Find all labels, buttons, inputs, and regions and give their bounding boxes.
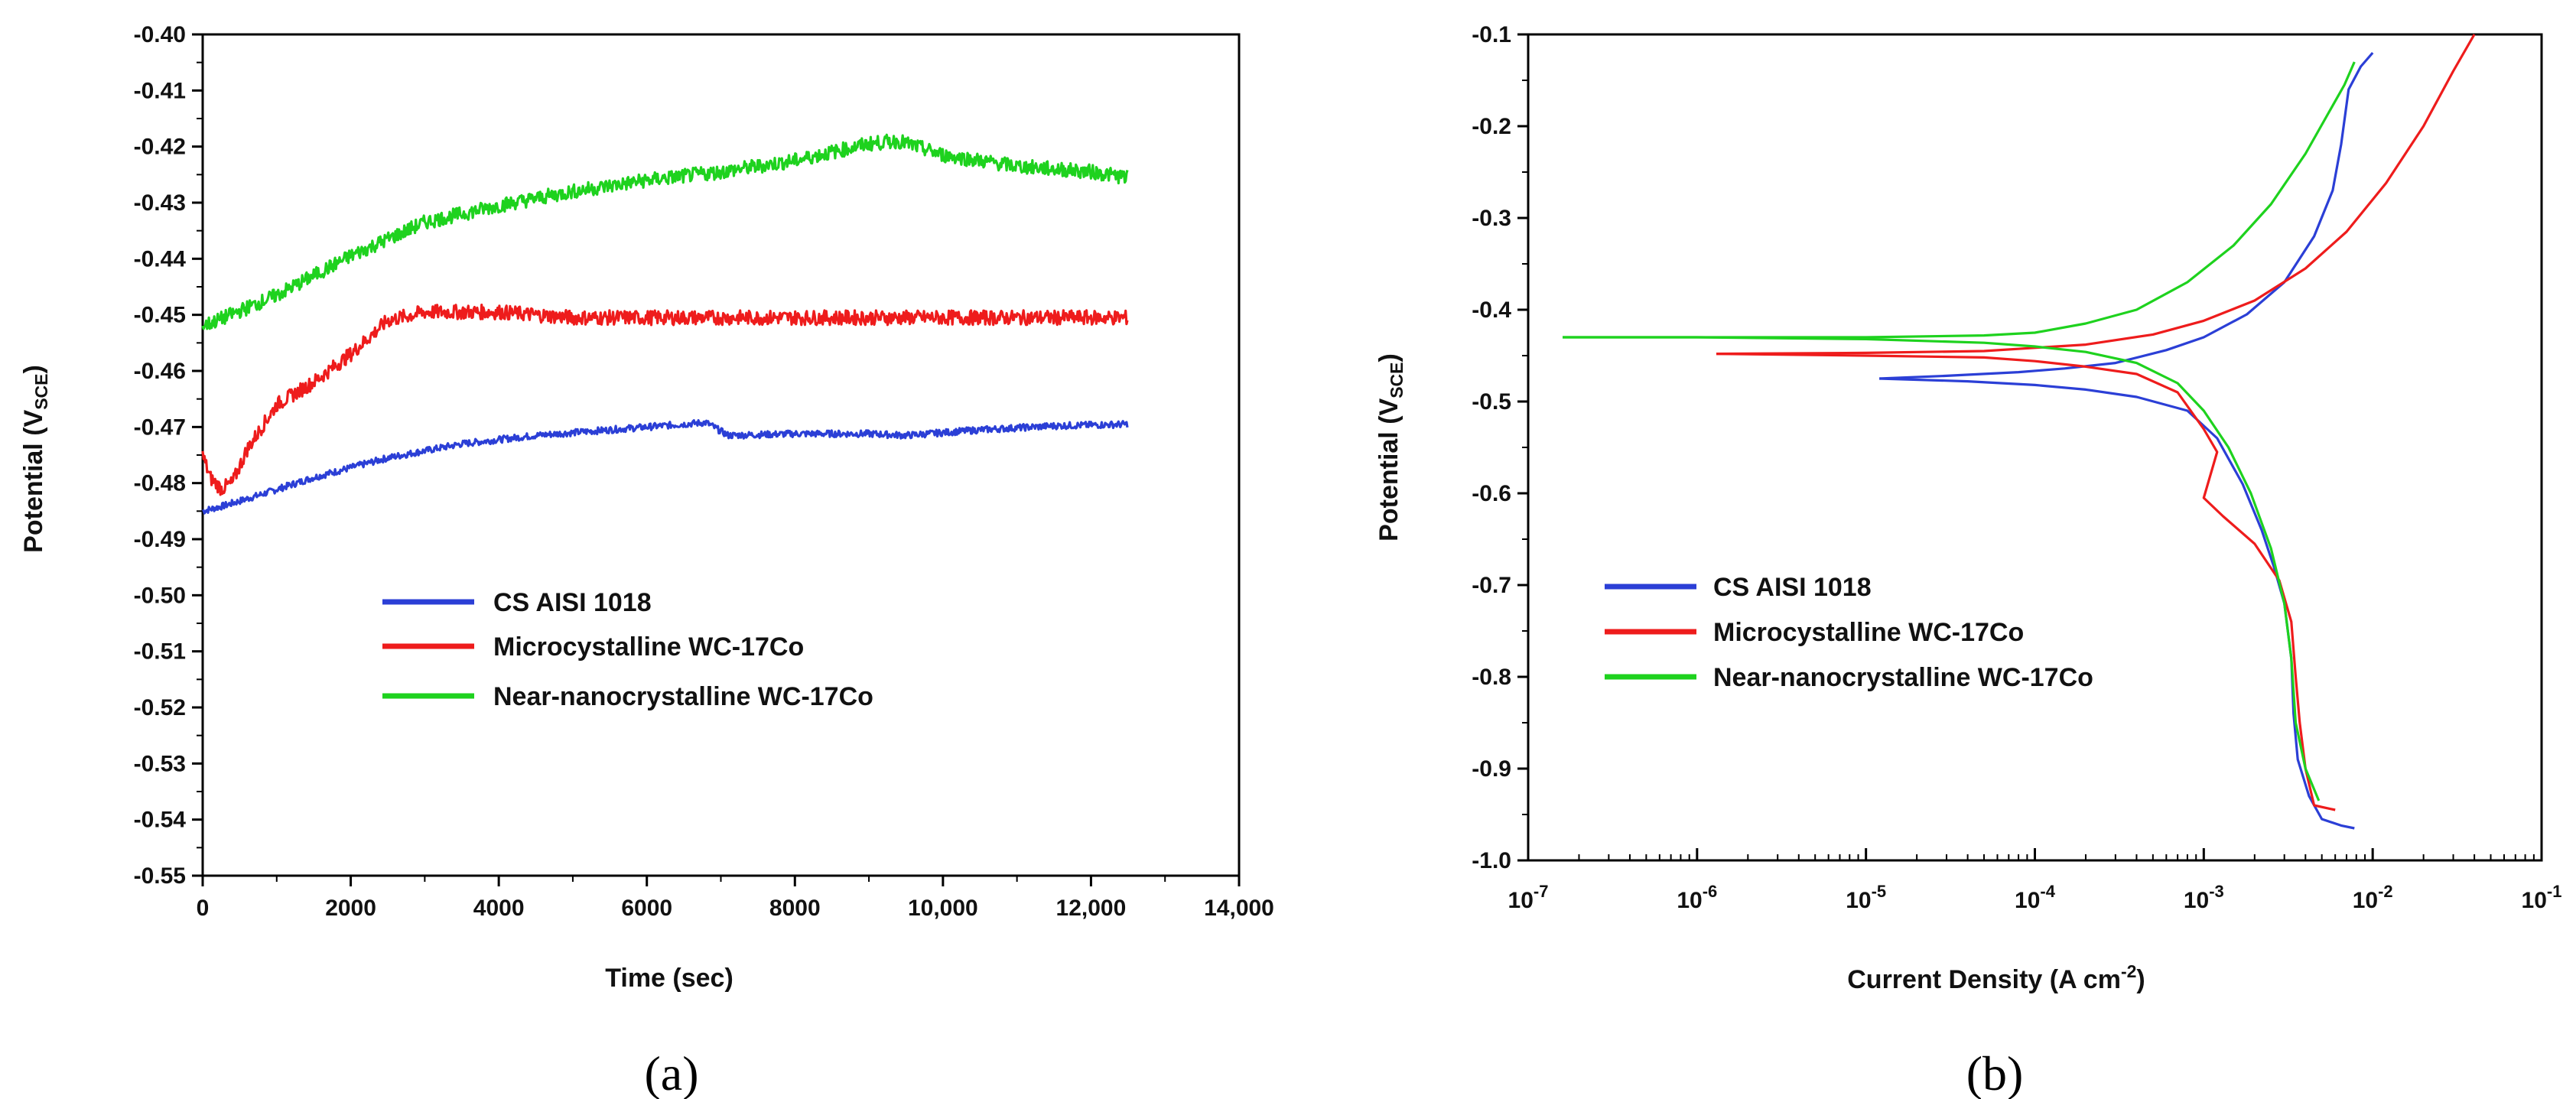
chart-a-x-axis-label: Time (sec) <box>605 964 733 993</box>
chart-b-ytick-label: -0.4 <box>1472 298 1511 323</box>
chart-a-legend-label-cs: CS AISI 1018 <box>493 588 652 617</box>
chart-a-xtick-label: 10,000 <box>908 896 978 921</box>
chart-b-panel-label: (b) <box>1966 1046 2024 1099</box>
chart-b-series-cathodic-2 <box>1563 336 2321 801</box>
chart-b-ytick-label: -0.5 <box>1472 389 1511 415</box>
chart-b-legend-label-nano: Near-nanocrystalline WC-17Co <box>1713 663 2093 692</box>
chart-a-legend-label-nano: Near-nanocrystalline WC-17Co <box>493 682 873 711</box>
chart-b-ytick-label: -0.1 <box>1472 22 1511 47</box>
chart-b-series-anodic-0 <box>1879 51 2374 380</box>
chart-a-y-axis: -0.40 -0.41 -0.42 -0.43 -0.44 -0.45 -0.46 -0.47… <box>134 22 203 889</box>
chart-a-ytick-label: -0.47 <box>134 415 186 440</box>
chart-b-ytick-label: -0.9 <box>1472 756 1511 782</box>
chart-a-y-axis-label: Potential (VSCE) <box>19 365 51 553</box>
chart-a-ytick-label: -0.42 <box>134 135 186 160</box>
chart-b-ytick-label: -0.3 <box>1472 206 1511 231</box>
chart-a-ytick-label: -0.53 <box>134 751 186 776</box>
chart-a-ytick-label: -0.41 <box>134 78 186 103</box>
chart-b-series-cathodic-0 <box>1879 377 2355 830</box>
chart-b-ytick-label: -1.0 <box>1472 848 1511 873</box>
chart-a-ytick-label: -0.40 <box>134 22 186 47</box>
chart-a-ytick-label: -0.43 <box>134 190 186 216</box>
chart-b-series-anodic-2 <box>1563 61 2356 339</box>
chart-b-xtick-label: 10-3 <box>2184 882 2224 913</box>
chart-b-y-axis-label: Potential (VSCE) <box>1374 353 1407 541</box>
chart-a-x-axis: 0 2000 4000 6000 8000 10,000 12,000 14,000 <box>197 876 1274 921</box>
chart-a-ytick-label: -0.46 <box>134 359 186 384</box>
chart-b-xtick-label: 10-5 <box>1846 882 1886 913</box>
chart-a: -0.40 -0.41 -0.42 -0.43 -0.44 -0.45 -0.46 -0.47… <box>19 22 1274 1099</box>
chart-a-xtick-label: 4000 <box>473 896 525 921</box>
chart-a-xtick-label: 8000 <box>769 896 821 921</box>
chart-b-ytick-label: -0.8 <box>1472 665 1511 690</box>
chart-b-xtick-label: 10-6 <box>1677 882 1717 913</box>
chart-b-series-group <box>1563 34 2476 830</box>
chart-a-legend: CS AISI 1018 Microcystalline WC-17Co Nea… <box>382 588 873 711</box>
chart-a-panel-label: (a) <box>644 1046 698 1099</box>
chart-b: -0.1 -0.2 -0.3 -0.4 -0.5 -0.6 -0.7 -0.8 -0.9 -1.0… <box>1374 22 2561 1099</box>
chart-b-ytick-label: -0.2 <box>1472 114 1511 139</box>
chart-b-legend: CS AISI 1018 Microcystalline WC-17Co Nea… <box>1605 573 2093 692</box>
chart-a-ytick-label: -0.50 <box>134 583 186 608</box>
chart-b-ytick-label: -0.6 <box>1472 481 1511 506</box>
chart-b-xtick-label: 10-7 <box>1508 882 1549 913</box>
chart-b-x-axis-label: Current Density (A cm-2) <box>1847 961 2145 994</box>
chart-b-plot-frame <box>1527 33 2543 862</box>
chart-a-ytick-label: -0.52 <box>134 695 186 720</box>
chart-a-ytick-label: -0.44 <box>134 246 187 271</box>
chart-a-xtick-label: 14,000 <box>1204 896 1274 921</box>
chart-b-xtick-label: 10-1 <box>2522 882 2562 913</box>
chart-a-legend-label-micro: Microcystalline WC-17Co <box>493 632 804 662</box>
chart-a-ytick-label: -0.48 <box>134 471 186 496</box>
chart-a-ytick-label: -0.51 <box>134 639 186 665</box>
chart-b-y-axis: -0.1 -0.2 -0.3 -0.4 -0.5 -0.6 -0.7 -0.8 -0.9 -1.0 <box>1472 22 1528 873</box>
chart-a-xtick-label: 12,000 <box>1056 896 1127 921</box>
chart-a-xtick-label: 6000 <box>621 896 672 921</box>
chart-a-ytick-label: -0.45 <box>134 303 186 328</box>
chart-a-ytick-label: -0.49 <box>134 527 186 552</box>
chart-b-series-cathodic-1 <box>1716 353 2336 811</box>
chart-a-series-line-1 <box>201 304 1129 496</box>
chart-a-series-line-0 <box>202 418 1129 515</box>
chart-b-series-anodic-1 <box>1716 34 2476 356</box>
chart-b-ytick-label: -0.7 <box>1472 573 1511 598</box>
chart-a-ytick-label: -0.54 <box>134 808 187 833</box>
chart-a-series-group <box>201 133 1129 515</box>
chart-a-xtick-label: 0 <box>197 896 210 921</box>
chart-b-legend-label-cs: CS AISI 1018 <box>1713 573 1872 602</box>
chart-b-legend-label-micro: Microcystalline WC-17Co <box>1713 618 2024 647</box>
chart-a-ytick-label: -0.55 <box>134 863 186 889</box>
chart-a-plot-frame <box>201 33 1241 877</box>
chart-b-x-axis: 10-7 10-6 10-5 10-4 10-3 10-2 10-1 <box>1508 848 2562 913</box>
chart-a-xtick-label: 2000 <box>325 896 376 921</box>
chart-a-series-line-2 <box>201 133 1129 330</box>
chart-b-xtick-label: 10-2 <box>2353 882 2393 913</box>
chart-b-xtick-label: 10-4 <box>2015 882 2056 913</box>
